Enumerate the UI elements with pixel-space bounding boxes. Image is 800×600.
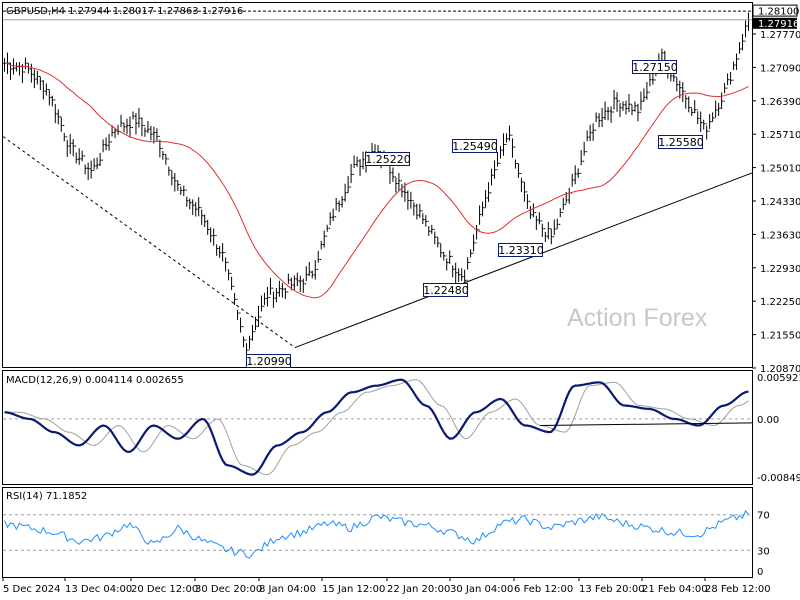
- price-label-text: 1.25490: [452, 140, 498, 153]
- rsi-layer: [3, 509, 752, 559]
- price-label-text: 1.22480: [423, 284, 469, 297]
- price-axis-label: 1.26390: [760, 97, 800, 108]
- price-axis-label: 1.27090: [760, 63, 800, 74]
- price-label-text: 1.20990: [246, 355, 292, 368]
- time-axis-label: 30 Dec 20:00: [195, 584, 262, 595]
- macd-title: MACD(12,26,9) 0.004114 0.002655: [6, 375, 184, 386]
- descending-trendline: [2, 136, 296, 348]
- price-label-text: 1.25580: [658, 136, 704, 149]
- rsi-title: RSI(14) 71.1852: [6, 491, 87, 502]
- macd-support-line: [539, 422, 753, 427]
- macd-layer: [3, 378, 753, 476]
- time-axis-label: 22 Jan 20:00: [387, 584, 450, 595]
- range-high-label: 1.28100: [758, 7, 799, 18]
- rsi-panel-frame: [2, 487, 753, 578]
- price-axis-label: 1.27770: [760, 30, 800, 41]
- current-price-badge: [753, 17, 797, 29]
- price-axis-label: 1.21550: [760, 331, 800, 342]
- current-price-label: 1.27916: [758, 19, 799, 30]
- price-label-text: 1.25220: [365, 153, 411, 166]
- price-label-frame: [632, 60, 677, 74]
- macd-axis-label: 0.00: [757, 415, 779, 426]
- price-label-frame: [658, 135, 703, 149]
- range-high-badge: [752, 4, 798, 17]
- time-axis-label: 13 Feb 20:00: [579, 584, 645, 595]
- price-axis-label: 1.25010: [760, 164, 800, 175]
- time-axis-label: 28 Feb 12:00: [705, 584, 771, 595]
- price-axis-label: 1.22930: [760, 264, 800, 275]
- ascending-trendline: [294, 172, 753, 349]
- price-label-frame: [452, 139, 497, 153]
- macd-axis-label: 0.005921: [757, 373, 800, 384]
- time-axis-label: 21 Feb 04:00: [642, 584, 708, 595]
- price-label-box: 1.25220: [365, 152, 411, 166]
- price-series-layer: [3, 10, 752, 358]
- price-label-box: 1.22480: [423, 283, 469, 297]
- time-axis-label: 15 Jan 12:00: [322, 584, 385, 595]
- macd-signal-line: [4, 379, 749, 476]
- price-axis-label: 1.22250: [760, 297, 800, 308]
- price-label-box: 1.20990: [246, 354, 292, 368]
- time-axis-label: 20 Dec 12:00: [131, 584, 198, 595]
- price-axis-label: 1.25710: [760, 130, 800, 141]
- price-label-text: 1.27150: [632, 61, 678, 74]
- trendline-layer: [2, 136, 753, 349]
- price-label-frame: [498, 243, 543, 257]
- macd-panel-frame: [2, 370, 753, 485]
- price-label-frame: [423, 283, 468, 297]
- price-label-box: 1.25490: [452, 139, 498, 153]
- price-axis-label: 1.24330: [760, 197, 800, 208]
- time-axis-label: 30 Jan 04:00: [450, 584, 513, 595]
- rsi-axis-label: 70: [757, 511, 770, 522]
- price-label-box: 1.25580: [658, 135, 704, 149]
- time-axis-label: 6 Feb 12:00: [514, 584, 573, 595]
- price-label-frame: [365, 152, 410, 166]
- time-axis-label: 5 Dec 2024: [3, 584, 61, 595]
- price-label-frame: [246, 354, 291, 368]
- macd-line: [4, 378, 749, 476]
- price-axis-label: 1.23630: [760, 230, 800, 241]
- watermark: Action Forex: [567, 304, 708, 332]
- axis-layer: 1.27770 1.27090 1.26390 1.25710 1.25010 1.243…: [2, 4, 800, 595]
- macd-axis-label: -0.00849: [757, 473, 800, 484]
- rsi-axis-label: 0: [757, 567, 763, 578]
- price-label-text: 1.23310: [498, 244, 544, 257]
- price-labels-layer: 1.27150 1.25220 1.25490 1.25580 1.22480 1.233…: [246, 60, 704, 368]
- price-axis-label: 1.20870: [760, 364, 800, 375]
- rsi-line: [4, 509, 749, 559]
- price-label-box: 1.23310: [498, 243, 544, 257]
- moving-average-line: [4, 62, 749, 299]
- time-axis-label: 13 Dec 04:00: [65, 584, 132, 595]
- time-axis-label: 8 Jan 04:00: [259, 584, 316, 595]
- price-panel-frame: [2, 2, 753, 368]
- price-label-box: 1.27150: [632, 60, 678, 74]
- rsi-axis-label: 30: [757, 546, 770, 557]
